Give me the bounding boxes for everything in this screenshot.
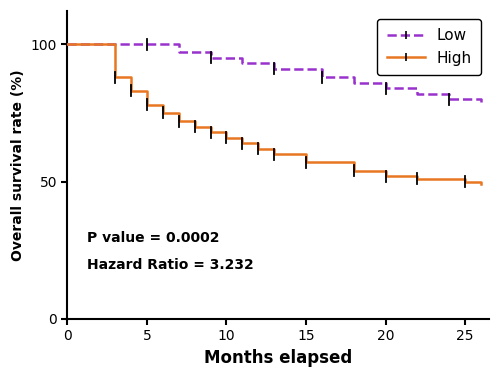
Y-axis label: Overall survival rate (%): Overall survival rate (%)	[11, 69, 25, 261]
Legend: Low, High: Low, High	[378, 19, 481, 75]
Text: Hazard Ratio = 3.232: Hazard Ratio = 3.232	[86, 259, 254, 273]
X-axis label: Months elapsed: Months elapsed	[204, 349, 352, 367]
Text: P value = 0.0002: P value = 0.0002	[86, 231, 219, 245]
